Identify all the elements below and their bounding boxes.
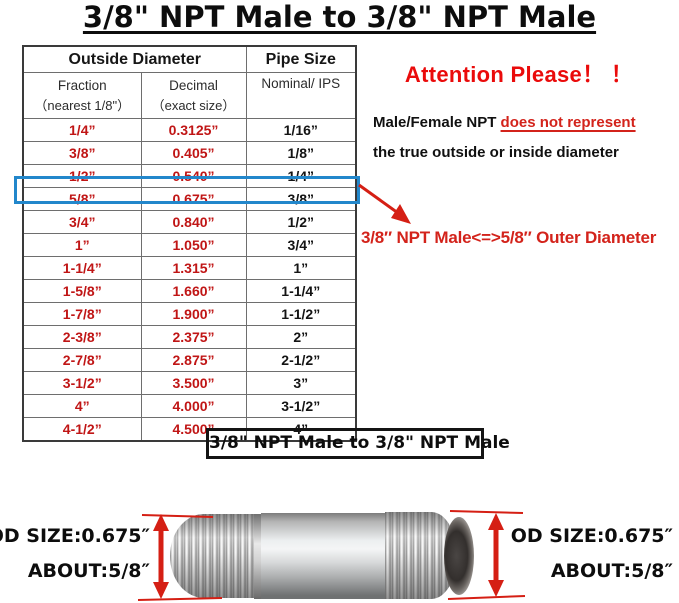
table-cell: 2” — [245, 325, 357, 349]
col-header-fraction: Fraction （nearest 1/8"） — [22, 72, 142, 119]
table-cell: 1/16” — [245, 118, 357, 142]
table-cell: 0.840” — [140, 210, 247, 234]
table-cell: 1.900” — [140, 302, 247, 326]
table-cell: 4.000” — [140, 394, 247, 418]
table-row: 1/4” 0.3125” 1/16” — [22, 118, 357, 142]
table-row: 1” 1.050” 3/4” — [22, 233, 357, 257]
col-header-nominal: Nominal/ IPS — [245, 72, 357, 119]
table-cell: 1.660” — [140, 279, 247, 303]
table-cell: 1.315” — [140, 256, 247, 280]
pipe-left-threads — [170, 514, 256, 598]
table-cell: 2-3/8” — [22, 325, 142, 349]
table-cell: 1” — [22, 233, 142, 257]
table-cell: 3” — [245, 371, 357, 395]
table-cell: 1-1/4” — [245, 279, 357, 303]
table-row: 1-5/8” 1.660” 1-1/4” — [22, 279, 357, 303]
attention-note-emphasis: does not represent — [500, 114, 636, 131]
attention-note-line1: Male/Female NPT does not represent — [373, 114, 636, 131]
table-cell: 1/4” — [22, 118, 142, 142]
table-cell: 3-1/2” — [245, 394, 357, 418]
table-cell: 3-1/2” — [22, 371, 142, 395]
col-header-decimal-sublabel: （exact size） — [151, 97, 236, 113]
table-header-groups: Outside Diameter Pipe Size — [22, 45, 357, 73]
table-cell: 3/8” — [245, 187, 357, 211]
table-cell: 1” — [245, 256, 357, 280]
pipe-collar — [254, 514, 261, 599]
table-cell: 1.050” — [140, 233, 247, 257]
right-od-label: OD SIZE:0.675″ ABOUT:5/8″ — [511, 519, 673, 589]
table-body: 1/4” 0.3125” 1/16” 3/8” 0.405” 1/8” 1/2” 0.540”… — [22, 118, 357, 442]
table-cell: 0.3125” — [140, 118, 247, 142]
table-cell: 1-5/8” — [22, 279, 142, 303]
right-od-size-text: OD SIZE:0.675″ — [510, 525, 673, 547]
attention-note-line2: the true outside or inside diameter — [373, 144, 619, 161]
table-cell: 3/8” — [22, 141, 142, 165]
pipe-opening — [444, 517, 474, 595]
table-cell: 2-1/2” — [245, 348, 357, 372]
table-cell: 0.405” — [140, 141, 247, 165]
table-row: 1-1/4” 1.315” 1” — [22, 256, 357, 280]
table-cell: 3/4” — [245, 233, 357, 257]
caption-text: 3/8" NPT Male to 3/8" NPT Male — [209, 433, 510, 453]
col-header-decimal: Decimal （exact size） — [140, 72, 247, 119]
right-about-size-text: ABOUT:5/8″ — [550, 560, 673, 582]
table-header-columns: Fraction （nearest 1/8"） Decimal （exact s… — [22, 72, 357, 119]
highlight-box — [14, 176, 360, 204]
left-od-label: OD SIZE:0.675″ ABOUT:5/8″ — [0, 519, 150, 589]
table-cell: 1-1/4” — [22, 256, 142, 280]
left-about-size-text: ABOUT:5/8″ — [27, 560, 150, 582]
left-od-size-text: OD SIZE:0.675″ — [0, 525, 150, 547]
table-cell: 2.875” — [140, 348, 247, 372]
table-cell: 3.500” — [140, 371, 247, 395]
table-cell: 1/2” — [245, 210, 357, 234]
col-header-decimal-label: Decimal — [169, 77, 218, 93]
table-row: 2-3/8” 2.375” 2” — [22, 325, 357, 349]
table-cell: 4” — [22, 394, 142, 418]
attention-heading: Attention Please！ ！ — [404, 62, 634, 87]
table-cell: 2-7/8” — [22, 348, 142, 372]
table-cell: 1-7/8” — [22, 302, 142, 326]
col-header-fraction-sublabel: （nearest 1/8"） — [34, 97, 131, 113]
attention-note-line1-black: Male/Female NPT — [373, 114, 501, 131]
table-cell: 4-1/2” — [22, 417, 142, 442]
table-row: 3/8” 0.405” 1/8” — [22, 141, 357, 165]
col-group-pipe-size: Pipe Size — [245, 45, 357, 73]
table-row: 3/4” 0.840” 1/2” — [22, 210, 357, 234]
table-row: 5/8” 0.675” 3/8” — [22, 187, 357, 211]
table-row: 4” 4.000” 3-1/2” — [22, 394, 357, 418]
pipe-body — [261, 513, 387, 599]
table-cell: 1/8” — [245, 141, 357, 165]
table-cell: 5/8” — [22, 187, 142, 211]
page-title: 3/8" NPT Male to 3/8" NPT Male — [82, 0, 597, 34]
table-cell: 1-1/2” — [245, 302, 357, 326]
od-mapping-note: 3/8″ NPT Male<=>5/8″ Outer Diameter — [361, 228, 657, 247]
col-header-fraction-label: Fraction — [57, 77, 107, 93]
size-table: Outside Diameter Pipe Size Fraction （nea… — [22, 45, 358, 442]
diagonal-pointer-arrow-icon — [358, 183, 411, 224]
table-row: 3-1/2” 3.500” 3” — [22, 371, 357, 395]
table-cell: 3/4” — [22, 210, 142, 234]
col-group-outside-diameter: Outside Diameter — [22, 45, 247, 73]
col-header-nominal-label: Nominal/ IPS — [261, 76, 341, 91]
caption-box: 3/8" NPT Male to 3/8" NPT Male — [206, 428, 510, 459]
table-cell: 2.375” — [140, 325, 247, 349]
table-row: 2-7/8” 2.875” 2-1/2” — [22, 348, 357, 372]
table-row: 1-7/8” 1.900” 1-1/2” — [22, 302, 357, 326]
